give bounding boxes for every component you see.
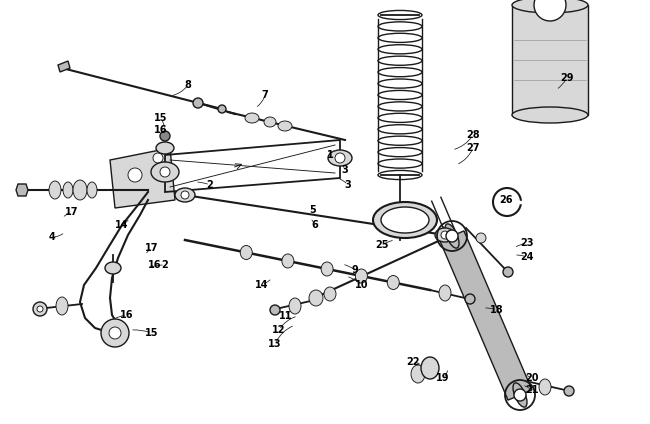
Ellipse shape — [278, 121, 292, 131]
Text: 15: 15 — [145, 328, 159, 338]
Circle shape — [503, 267, 513, 277]
Circle shape — [109, 327, 121, 339]
Ellipse shape — [421, 357, 439, 379]
Ellipse shape — [381, 207, 429, 233]
Ellipse shape — [411, 365, 425, 383]
Text: 29: 29 — [560, 73, 574, 83]
Text: 21: 21 — [525, 385, 539, 395]
Text: 28: 28 — [466, 130, 480, 140]
Text: 23: 23 — [520, 238, 534, 248]
Circle shape — [534, 0, 566, 21]
Circle shape — [160, 131, 170, 141]
Ellipse shape — [156, 142, 174, 154]
Text: 8: 8 — [185, 80, 192, 90]
Polygon shape — [16, 184, 28, 196]
Ellipse shape — [512, 0, 588, 13]
Circle shape — [270, 305, 280, 315]
Text: 3: 3 — [342, 165, 348, 175]
Ellipse shape — [175, 188, 195, 202]
Ellipse shape — [513, 383, 527, 407]
Ellipse shape — [56, 297, 68, 315]
Polygon shape — [512, 5, 588, 115]
Text: 16: 16 — [148, 260, 162, 270]
Text: 17: 17 — [145, 243, 159, 253]
Ellipse shape — [245, 113, 259, 123]
Circle shape — [441, 231, 449, 239]
Text: 22: 22 — [406, 357, 420, 367]
Ellipse shape — [439, 285, 451, 301]
Circle shape — [514, 389, 526, 401]
Text: 2: 2 — [162, 260, 168, 270]
Text: 16: 16 — [154, 125, 168, 135]
Ellipse shape — [356, 269, 367, 283]
Circle shape — [101, 319, 129, 347]
Text: 14: 14 — [255, 280, 268, 290]
Ellipse shape — [151, 162, 179, 182]
Circle shape — [160, 167, 170, 177]
Circle shape — [128, 168, 142, 182]
Text: 14: 14 — [115, 220, 129, 230]
Text: 4: 4 — [49, 232, 55, 242]
Ellipse shape — [240, 245, 252, 259]
Ellipse shape — [264, 117, 276, 127]
Circle shape — [37, 306, 43, 312]
Polygon shape — [58, 61, 70, 72]
Text: 24: 24 — [520, 252, 534, 262]
Text: 5: 5 — [309, 205, 317, 215]
Circle shape — [564, 386, 574, 396]
Text: 27: 27 — [466, 143, 480, 153]
Text: 12: 12 — [272, 325, 286, 335]
Text: 19: 19 — [436, 373, 450, 383]
Ellipse shape — [435, 228, 455, 242]
Ellipse shape — [321, 262, 333, 276]
Ellipse shape — [73, 180, 87, 200]
Ellipse shape — [289, 298, 301, 314]
Polygon shape — [110, 148, 175, 208]
Ellipse shape — [105, 262, 121, 274]
Ellipse shape — [324, 287, 336, 301]
Text: 6: 6 — [311, 220, 318, 230]
Text: 17: 17 — [65, 207, 79, 217]
Text: 11: 11 — [280, 311, 292, 321]
Text: 3: 3 — [344, 180, 352, 190]
Text: 18: 18 — [490, 305, 504, 315]
Ellipse shape — [282, 254, 294, 268]
Circle shape — [153, 153, 163, 163]
Ellipse shape — [63, 182, 73, 198]
Ellipse shape — [476, 233, 486, 243]
Ellipse shape — [387, 276, 399, 290]
Text: 9: 9 — [352, 265, 358, 275]
Text: 16: 16 — [120, 310, 134, 320]
Text: 25: 25 — [375, 240, 389, 250]
Circle shape — [465, 294, 475, 304]
Ellipse shape — [87, 182, 97, 198]
Text: 7: 7 — [261, 90, 268, 100]
Ellipse shape — [328, 150, 352, 166]
Ellipse shape — [512, 107, 588, 123]
Circle shape — [446, 230, 458, 242]
Ellipse shape — [373, 202, 437, 238]
Circle shape — [335, 153, 345, 163]
Text: 2: 2 — [207, 180, 213, 190]
Text: 10: 10 — [356, 280, 369, 290]
Circle shape — [218, 105, 226, 113]
Circle shape — [181, 191, 189, 199]
Ellipse shape — [309, 290, 323, 306]
Text: 26: 26 — [499, 195, 513, 205]
Polygon shape — [440, 231, 532, 400]
Circle shape — [33, 302, 47, 316]
Ellipse shape — [539, 379, 551, 395]
Ellipse shape — [49, 181, 61, 199]
Text: 15: 15 — [154, 113, 168, 123]
Ellipse shape — [445, 224, 459, 248]
Text: 13: 13 — [268, 339, 281, 349]
Text: 1: 1 — [326, 150, 333, 160]
Text: 20: 20 — [525, 373, 539, 383]
Circle shape — [193, 98, 203, 108]
